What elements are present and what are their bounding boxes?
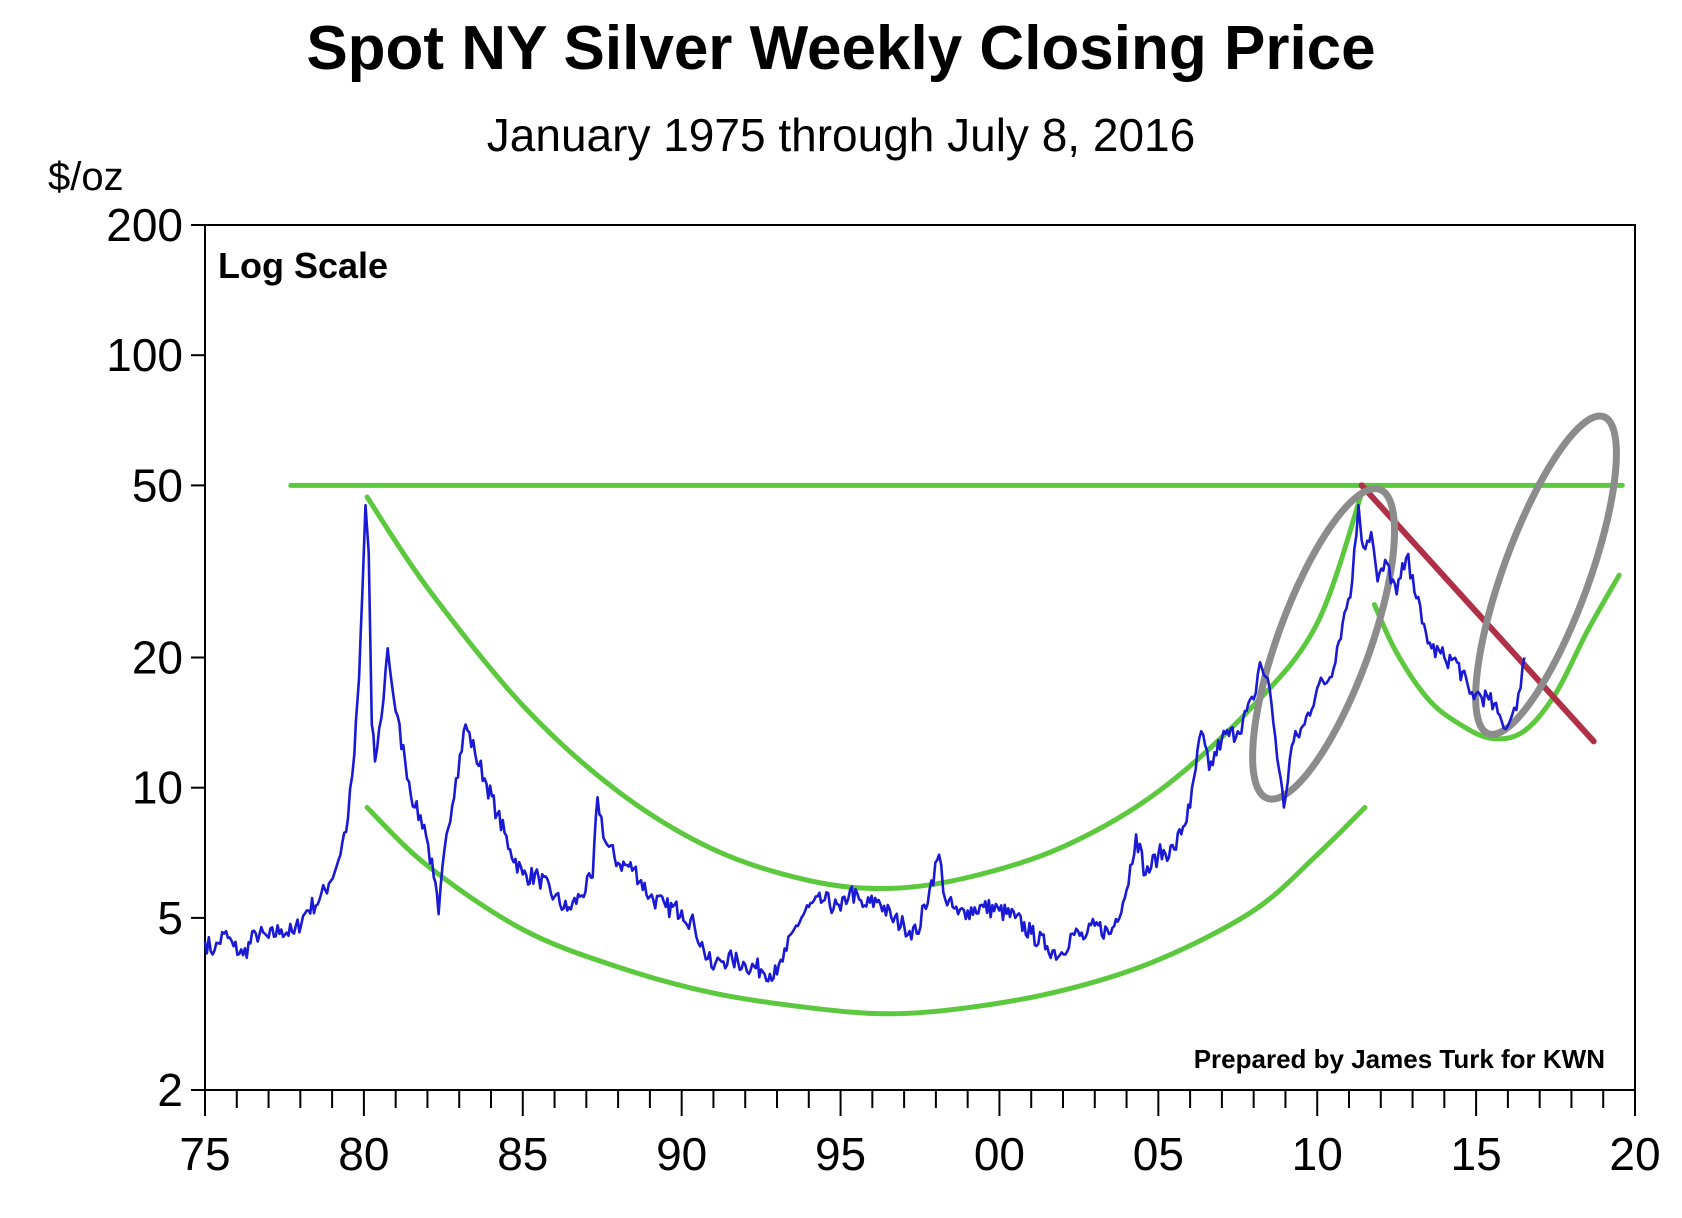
annotation-layer — [288, 412, 1625, 1017]
x-tick-label: 85 — [497, 1128, 548, 1180]
silver-price-series — [203, 503, 1526, 983]
x-axis: 75 80 85 90 95 00 05 10 15 20 — [179, 1090, 1661, 1180]
x-tick-label: 05 — [1133, 1128, 1184, 1180]
chart-title: Spot NY Silver Weekly Closing Price — [306, 14, 1376, 83]
x-tick-label: 10 — [1292, 1128, 1343, 1180]
x-tick-label: 15 — [1451, 1128, 1502, 1180]
plot-frame — [204, 224, 1636, 1091]
x-tick-label: 90 — [656, 1128, 707, 1180]
series-layer — [203, 503, 1526, 983]
downtrend-line — [1358, 482, 1597, 745]
handle-curve — [1371, 572, 1622, 742]
x-tick-label: 20 — [1609, 1128, 1660, 1180]
log-scale-note: Log Scale — [218, 245, 388, 286]
lower-cup-curve — [364, 805, 1368, 1017]
y-tick-label: 2 — [157, 1064, 183, 1116]
circle-2008-2011-ellipse — [1249, 485, 1399, 803]
x-tick-label: 80 — [338, 1128, 389, 1180]
y-tick-label: 100 — [106, 329, 183, 381]
x-tick-label: 75 — [179, 1128, 230, 1180]
y-tick-label: 20 — [132, 632, 183, 684]
circle-2015-2019-ellipse — [1472, 412, 1620, 738]
y-axis-label: $/oz — [48, 155, 124, 199]
upper-cup-curve — [364, 490, 1365, 891]
credit-note: Prepared by James Turk for KWN — [1194, 1044, 1605, 1074]
y-tick-label: 50 — [132, 459, 183, 511]
x-tick-label: 00 — [974, 1128, 1025, 1180]
y-tick-label: 10 — [132, 762, 183, 814]
y-tick-label: 200 — [106, 199, 183, 251]
x-tick-label: 95 — [815, 1128, 866, 1180]
chart-subtitle: January 1975 through July 8, 2016 — [486, 109, 1196, 161]
y-axis: 200 100 50 20 10 5 2 — [106, 199, 205, 1116]
y-tick-label: 5 — [157, 892, 183, 944]
